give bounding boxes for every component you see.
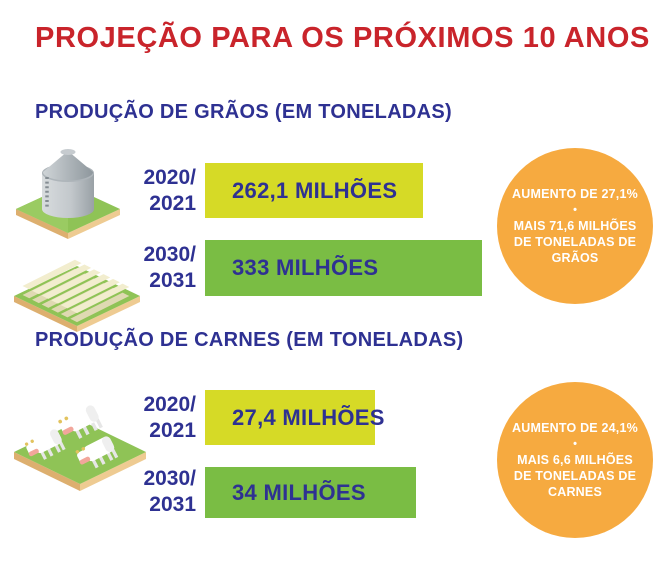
- year-bottom: 2031: [149, 493, 196, 516]
- year-top: 2030/: [143, 243, 196, 266]
- meats-year-2030-2031: 2030/ 2031: [112, 466, 196, 518]
- grains-bar-2020-2021: 262,1 MILHÕES: [205, 163, 423, 218]
- meats-increase-percent: AUMENTO DE 24,1%: [512, 420, 638, 435]
- year-bottom: 2021: [149, 419, 196, 442]
- grains-year-2030-2031: 2030/ 2031: [112, 242, 196, 294]
- meats-year-2020-2021: 2020/ 2021: [112, 392, 196, 444]
- grains-year-2020-2021: 2020/ 2021: [112, 165, 196, 217]
- grains-bar-2030-2031-value: 333 MILHÕES: [232, 255, 379, 280]
- badge-separator-dot: •: [573, 203, 577, 216]
- grains-bar-2030-2031: 333 MILHÕES: [205, 240, 482, 296]
- grains-section-heading: PRODUÇÃO DE GRÃOS (EM TONELADAS): [35, 101, 453, 123]
- grains-bar-2020-2021-value: 262,1 MILHÕES: [232, 177, 398, 203]
- year-bottom: 2031: [149, 269, 196, 292]
- grain-silo-icon: [12, 147, 124, 239]
- grains-increase-badge: AUMENTO DE 27,1% • MAIS 71,6 MILHÕES DE …: [497, 148, 653, 304]
- meats-bar-2030-2031-value: 34 MILHÕES: [232, 479, 366, 505]
- year-bottom: 2021: [149, 192, 196, 215]
- year-top: 2020/: [143, 166, 196, 189]
- cattle-icon: [8, 386, 153, 504]
- year-top: 2030/: [143, 467, 196, 490]
- grains-increase-percent: AUMENTO DE 27,1%: [512, 186, 638, 201]
- meats-increase-amount: MAIS 6,6 MILHÕES DE TONELADAS DE CARNES: [513, 452, 637, 499]
- grains-increase-amount: MAIS 71,6 MILHÕES DE TONELADAS DE GRÃOS: [513, 218, 637, 265]
- year-top: 2020/: [143, 393, 196, 416]
- meats-bar-2030-2031: 34 MILHÕES: [205, 467, 416, 518]
- meats-bar-2020-2021-value: 27,4 MILHÕES: [232, 404, 385, 430]
- crop-rows-icon: [10, 238, 145, 333]
- meats-bar-2020-2021: 27,4 MILHÕES: [205, 390, 384, 445]
- badge-separator-dot: •: [573, 437, 577, 450]
- page-title: PROJEÇÃO PARA OS PRÓXIMOS 10 ANOS: [35, 22, 650, 54]
- meats-section-heading: PRODUÇÃO DE CARNES (EM TONELADAS): [35, 329, 464, 351]
- meats-increase-badge: AUMENTO DE 24,1% • MAIS 6,6 MILHÕES DE T…: [497, 382, 653, 538]
